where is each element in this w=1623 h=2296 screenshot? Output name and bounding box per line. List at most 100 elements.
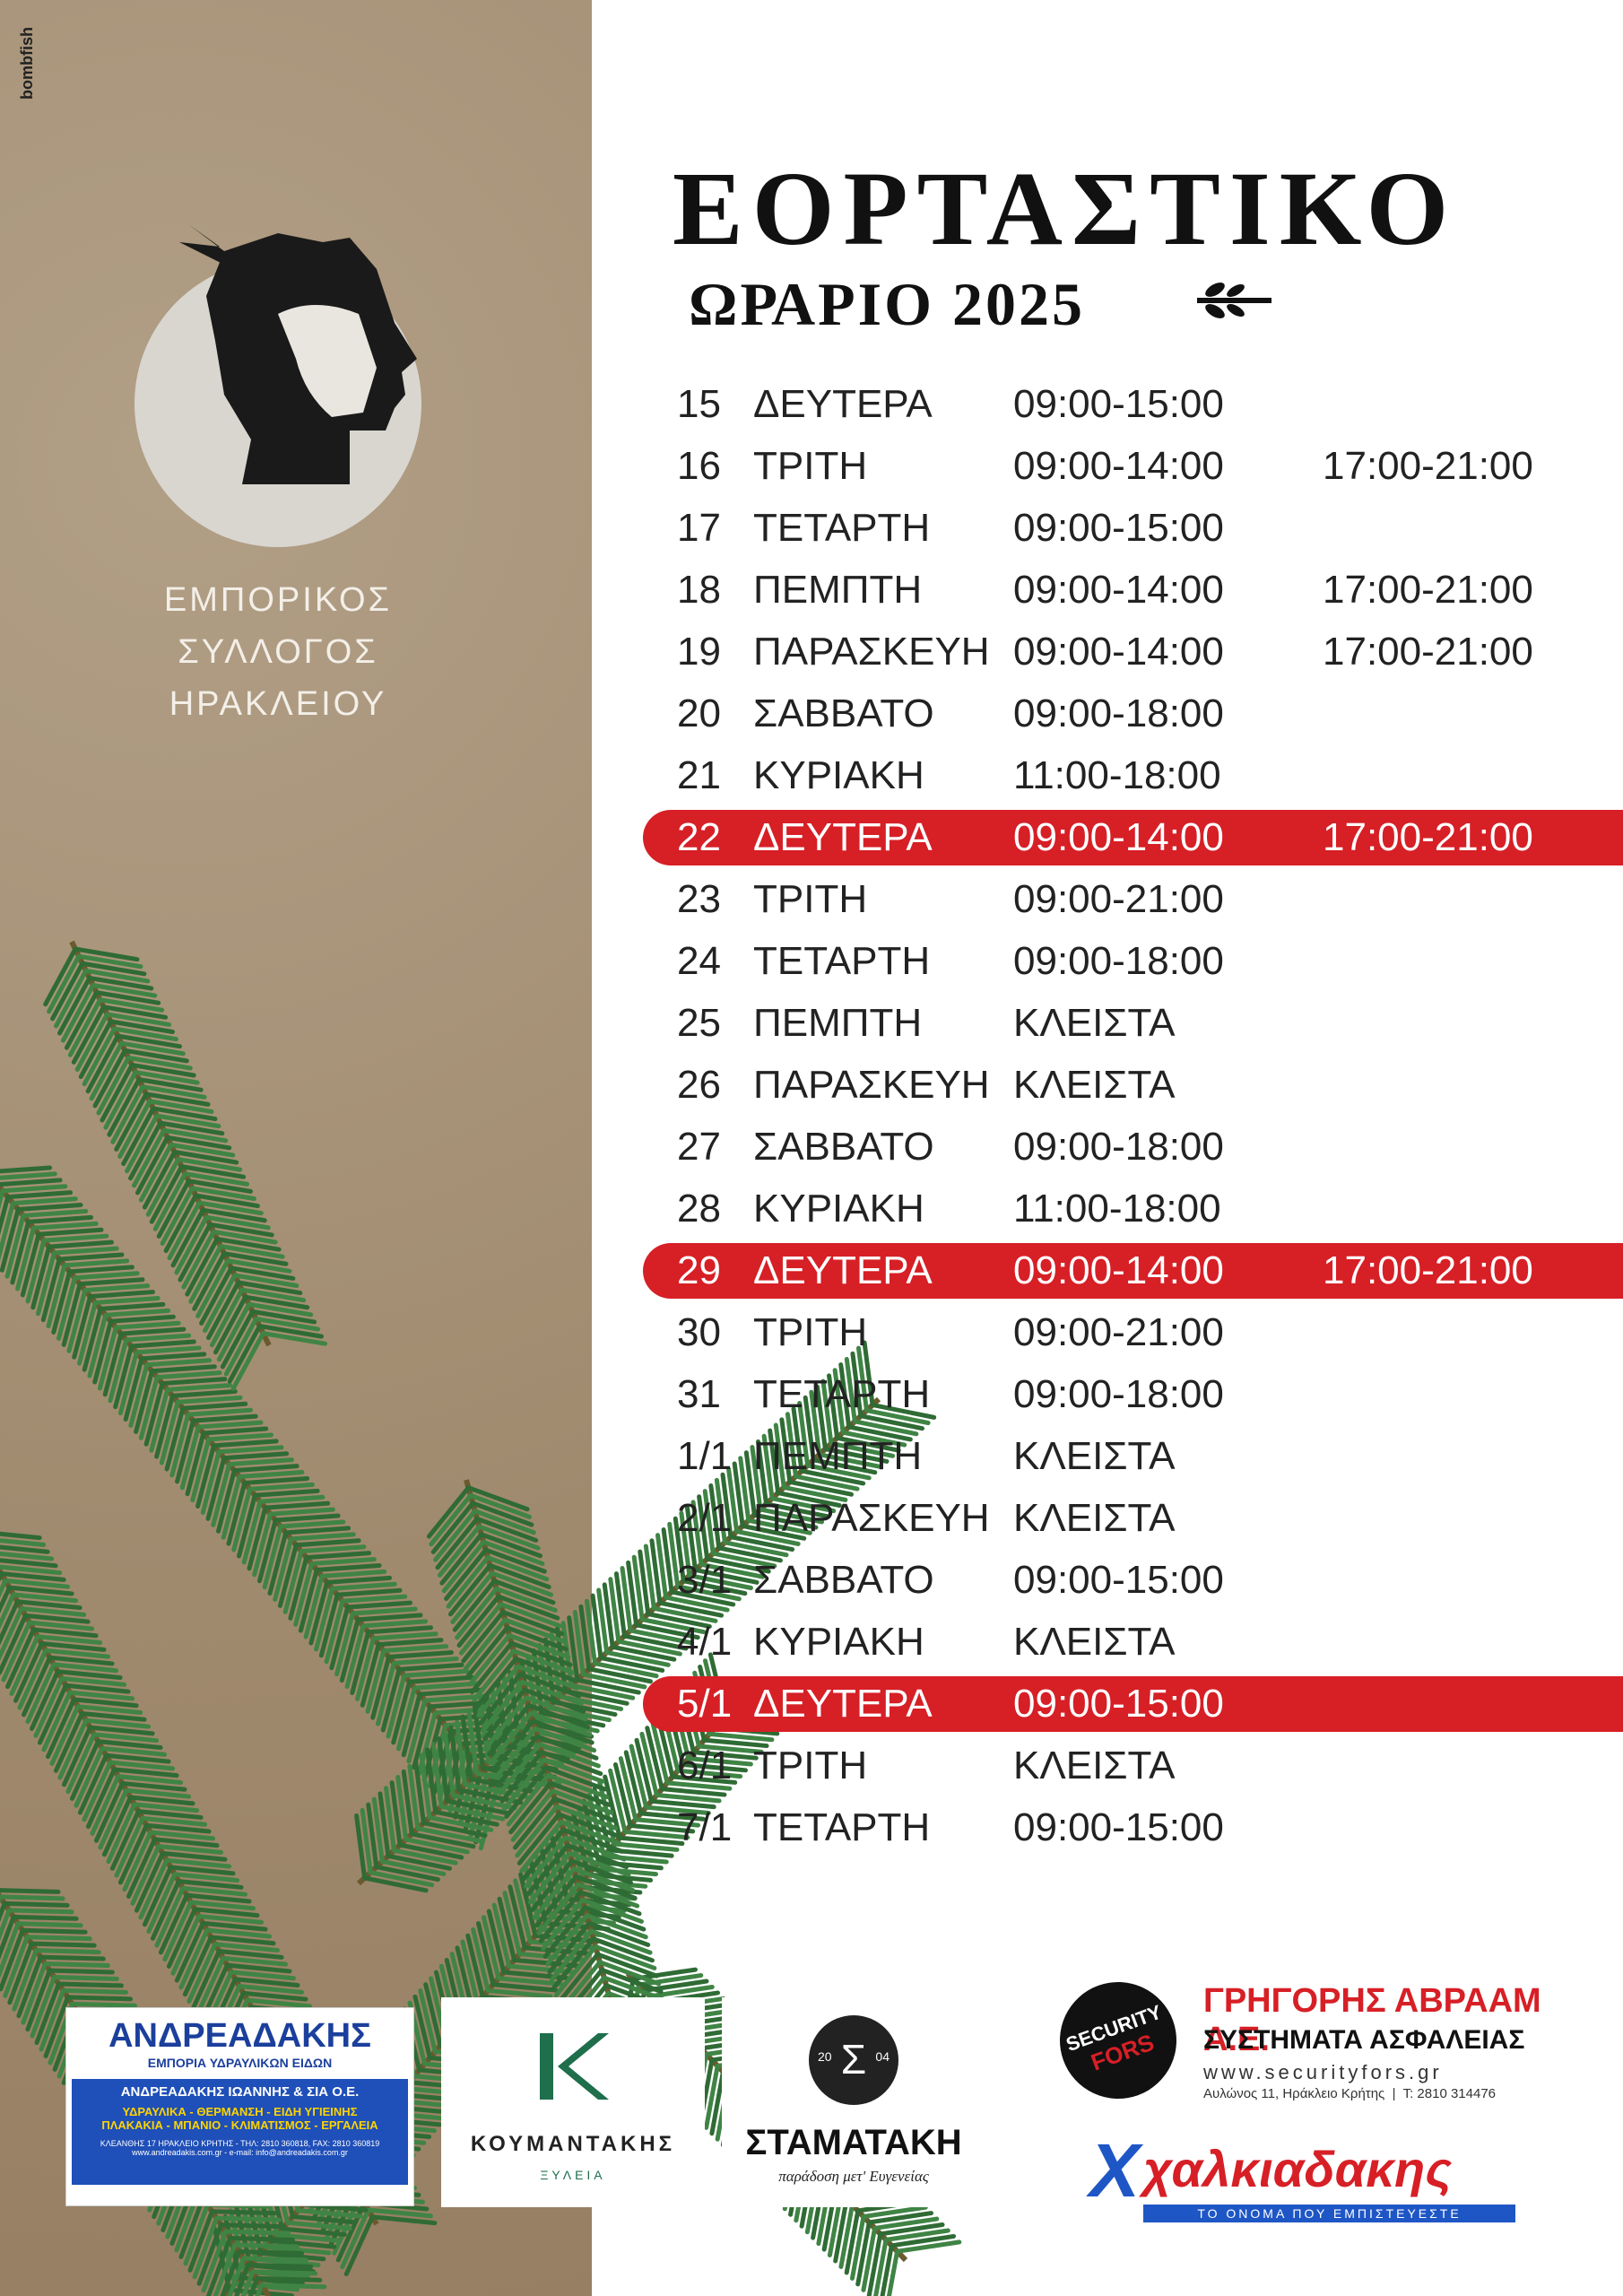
needle (225, 1258, 292, 1274)
needle (37, 1683, 68, 1745)
needle (21, 1208, 89, 1218)
needle (192, 1251, 227, 1311)
hours: 11:00-18:00 (1013, 753, 1221, 797)
needle (608, 1768, 628, 1834)
needle (229, 1970, 297, 1981)
needle (458, 1602, 503, 1656)
needle (101, 1004, 169, 1020)
needle (620, 1565, 633, 1633)
needle (154, 1393, 175, 1459)
needle (110, 1084, 145, 1144)
needle (639, 1617, 707, 1635)
needle (380, 1666, 402, 1733)
weekday: ΤΕΤΑΡΤΗ (753, 1372, 931, 1416)
needle (366, 2207, 433, 2219)
sponsor-web: www.andreadakis.com.gr - e-mail: info@an… (132, 2148, 348, 2157)
needle (277, 1543, 299, 1608)
needle (57, 1718, 89, 1780)
needle (209, 1287, 245, 1348)
needle (366, 1802, 379, 1870)
needle (130, 1844, 161, 1906)
needle (135, 1135, 170, 1196)
weekday: ΠΕΜΠΤΗ (753, 568, 923, 612)
needle (71, 1004, 107, 1065)
needle (139, 1352, 207, 1361)
needle (24, 1935, 92, 1942)
needle (880, 2243, 894, 2296)
needle (456, 1594, 501, 1648)
needle (513, 1878, 533, 1944)
needle (142, 1865, 173, 1927)
needle (714, 1477, 727, 1545)
needle (252, 1511, 273, 1578)
needle (76, 1300, 98, 1366)
needle (21, 1655, 52, 1718)
needle (412, 1681, 480, 1691)
needle (105, 1012, 172, 1027)
schedule-row: 5/1 ΔΕΥΤΕΡΑ 09:00-15:00 (0, 1676, 1623, 1732)
needle (158, 1892, 189, 1955)
needle (186, 1178, 253, 1194)
needle (219, 2222, 286, 2230)
needle (83, 1718, 152, 1729)
needle (478, 1672, 523, 1726)
needle (542, 1905, 587, 1959)
needle (534, 1734, 599, 1761)
needle (192, 1907, 260, 1918)
needle (0, 1599, 20, 1646)
needle (779, 1417, 793, 1484)
needle (339, 1617, 360, 1683)
needle (329, 1605, 351, 1671)
weekday: ΣΑΒΒΑΤΟ (753, 691, 934, 735)
needle (740, 1523, 807, 1541)
needle (11, 1914, 79, 1921)
hours: 09:00-14:00 (1013, 444, 1224, 488)
needle (152, 1837, 220, 1848)
needle (389, 1780, 403, 1848)
needle (96, 1055, 131, 1116)
needle (7, 1941, 34, 2005)
needle (280, 2226, 347, 2237)
schedule-row: 31 ΤΕΤΑΡΤΗ 09:00-18:00 (0, 1367, 1623, 1422)
needle (528, 1710, 593, 1737)
needle (407, 1763, 421, 1831)
needle (533, 1726, 597, 1753)
needle (855, 1345, 869, 1413)
needle (465, 1933, 485, 1999)
needle (491, 1578, 556, 1605)
needle (569, 1858, 633, 1885)
needle (360, 1619, 429, 1629)
schedule-row: 28 ΚΥΡΙΑΚΗ 11:00-18:00 (0, 1181, 1623, 1237)
needle (572, 1610, 586, 1677)
needle (233, 2202, 253, 2268)
needle (675, 1584, 742, 1602)
needle (83, 968, 151, 984)
needle (122, 1830, 153, 1892)
weekday: ΤΕΤΑΡΤΗ (753, 506, 931, 550)
needle (883, 2228, 950, 2242)
needle (115, 1033, 182, 1049)
needle (138, 1142, 174, 1203)
association-line: ΣΥΛΛΟΓΟΣ (178, 633, 378, 671)
needle (65, 1995, 133, 2002)
needle (239, 2196, 258, 2262)
needle (36, 1227, 104, 1237)
needle (160, 1377, 228, 1387)
needle (895, 2239, 962, 2254)
needle (257, 1324, 325, 1339)
needle (113, 1320, 181, 1330)
needle (675, 1768, 743, 1779)
needle (203, 1273, 238, 1334)
needle (232, 1273, 299, 1289)
needle (598, 1656, 665, 1673)
needle (114, 1091, 149, 1152)
needle (172, 1149, 239, 1165)
needle (65, 1732, 97, 1795)
needle (483, 1547, 547, 1574)
needle (0, 1544, 50, 1554)
needle (362, 1875, 429, 1893)
needle (319, 1569, 387, 1578)
needle (30, 1627, 99, 1639)
needle (838, 1362, 852, 1430)
needle (45, 1697, 76, 1760)
